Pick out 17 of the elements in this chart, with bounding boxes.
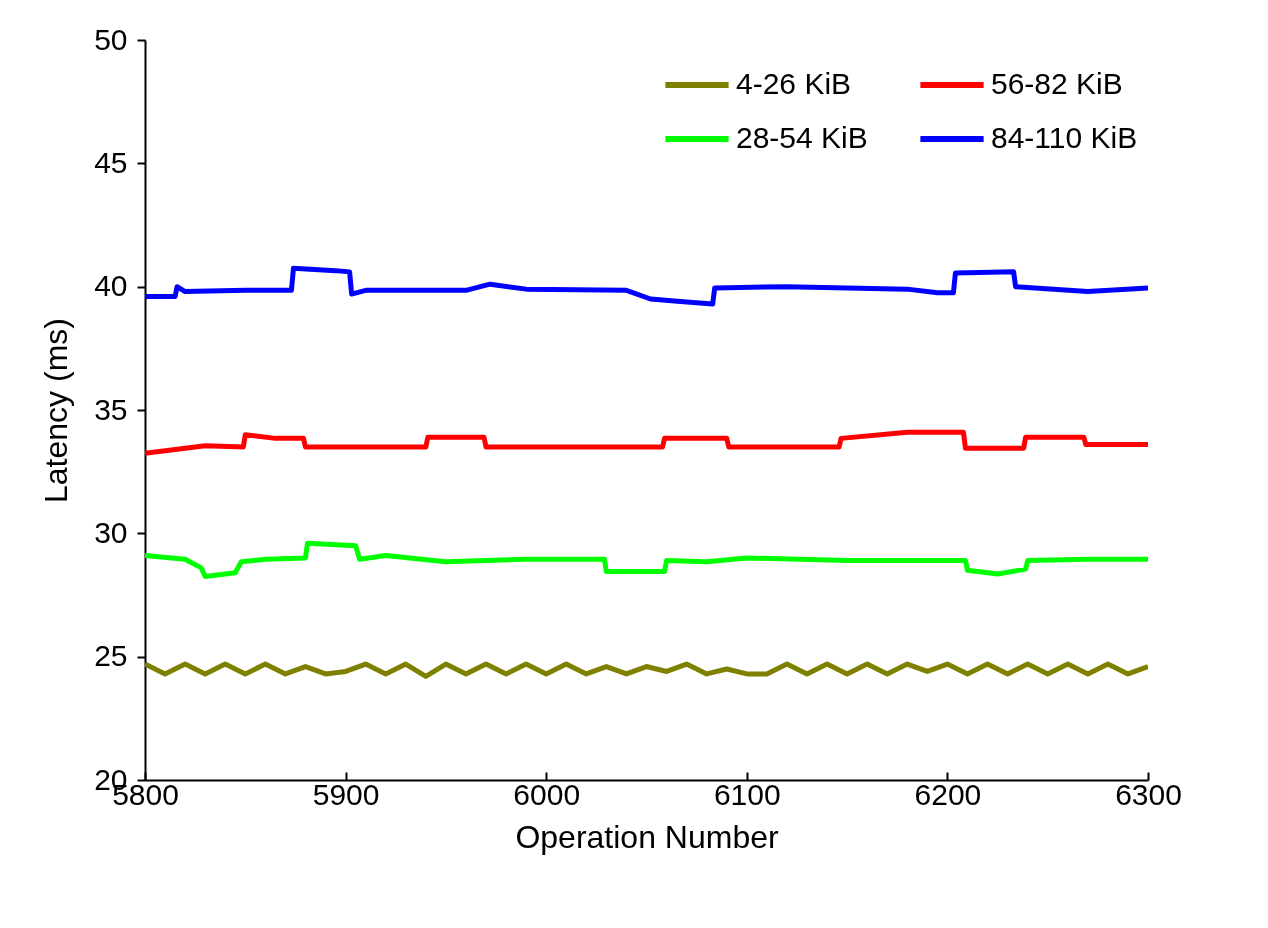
y-tick-label: 35 [94, 392, 128, 426]
x-axis-title: Operation Number [515, 818, 779, 855]
x-tick-label: 6300 [1115, 777, 1182, 811]
legend-label: 56-82 KiB [991, 67, 1123, 100]
y-tick-label: 45 [94, 145, 128, 179]
x-tick-label: 6000 [513, 777, 581, 811]
y-axis-title: Latency (ms) [38, 318, 75, 503]
x-tick-label: 6100 [713, 777, 781, 811]
legend-label: 28-54 KiB [736, 121, 868, 154]
y-tick-label: 30 [94, 515, 128, 549]
legend-label: 84-110 KiB [991, 121, 1138, 154]
y-tick-label: 50 [94, 22, 128, 56]
y-tick-label: 25 [94, 639, 128, 673]
x-tick-label: 6200 [914, 777, 982, 811]
x-tick-label: 5900 [312, 777, 380, 811]
legend-label: 4-26 KiB [736, 67, 852, 100]
y-tick-label: 40 [94, 269, 128, 303]
